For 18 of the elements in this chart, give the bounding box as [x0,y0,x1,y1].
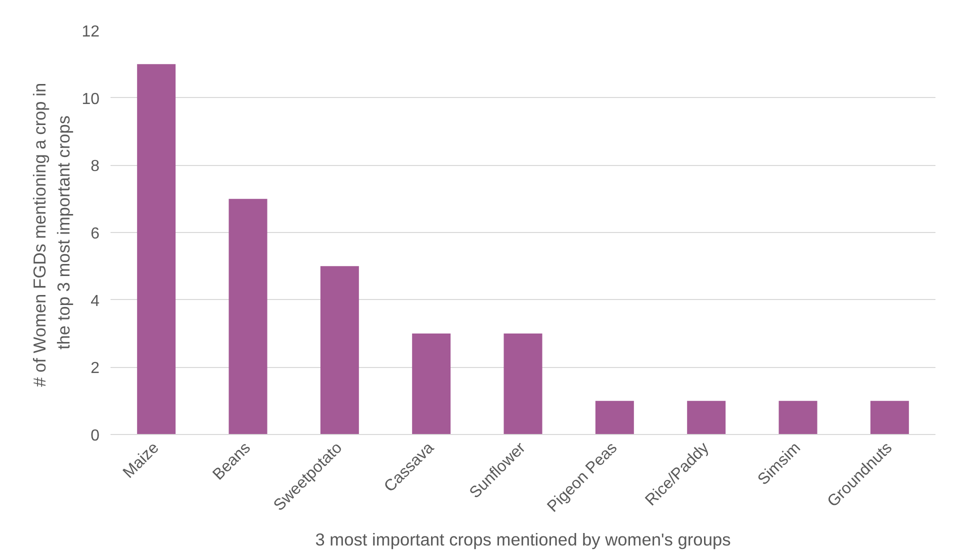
y-tick-label: 4 [90,292,100,310]
bar [778,400,818,434]
y-tick-label: 12 [82,24,100,40]
y-tick-label: 6 [90,226,100,242]
bar [504,334,542,434]
bar [595,400,634,434]
bar [137,64,176,434]
bar [320,266,359,434]
y-tick-label: 10 [82,90,100,108]
y-axis-title: # of Women FGDs mentioning a crop in the top 3 most important crops [30,82,74,387]
bar [687,400,726,434]
bar [228,198,268,434]
y-tick-label: 8 [90,158,100,176]
x-axis-title: 3 most important crops mentioned by women's groups [315,530,732,550]
bar [870,400,909,434]
y-tick-label: 0 [90,428,100,444]
y-tick-label: 2 [90,360,100,378]
bar [412,334,451,434]
